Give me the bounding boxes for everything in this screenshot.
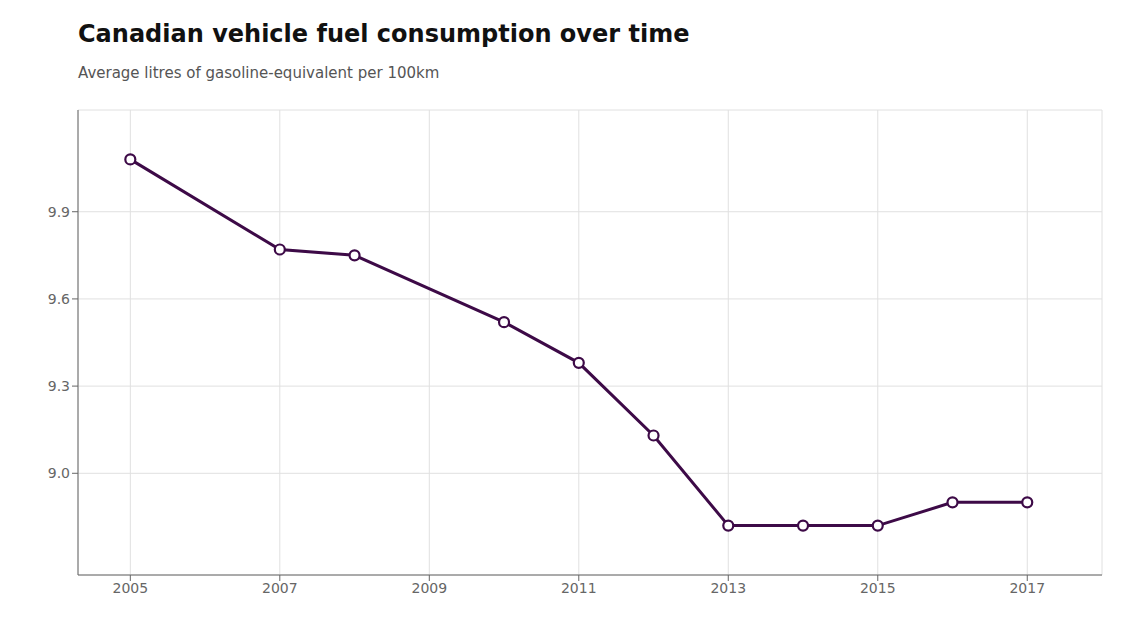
svg-text:2013: 2013: [710, 580, 746, 596]
html-text:Canadian vehicle fuel consumpt: Canadian vehicle fuel consumption over t…: [78, 20, 690, 48]
svg-text:2005: 2005: [113, 580, 149, 596]
svg-text:9.6: 9.6: [48, 291, 70, 307]
html-text:Average litres of gasoline-equ: Average litres of gasoline-equivalent pe…: [78, 64, 440, 82]
svg-text:2015: 2015: [860, 580, 896, 596]
svg-text:9.9: 9.9: [48, 204, 70, 220]
svg-text:2009: 2009: [411, 580, 447, 596]
svg-text:2017: 2017: [1009, 580, 1045, 596]
svg-text:2007: 2007: [262, 580, 298, 596]
svg-text:9.0: 9.0: [48, 465, 70, 481]
svg-text:9.3: 9.3: [48, 378, 70, 394]
svg-text:2011: 2011: [561, 580, 597, 596]
